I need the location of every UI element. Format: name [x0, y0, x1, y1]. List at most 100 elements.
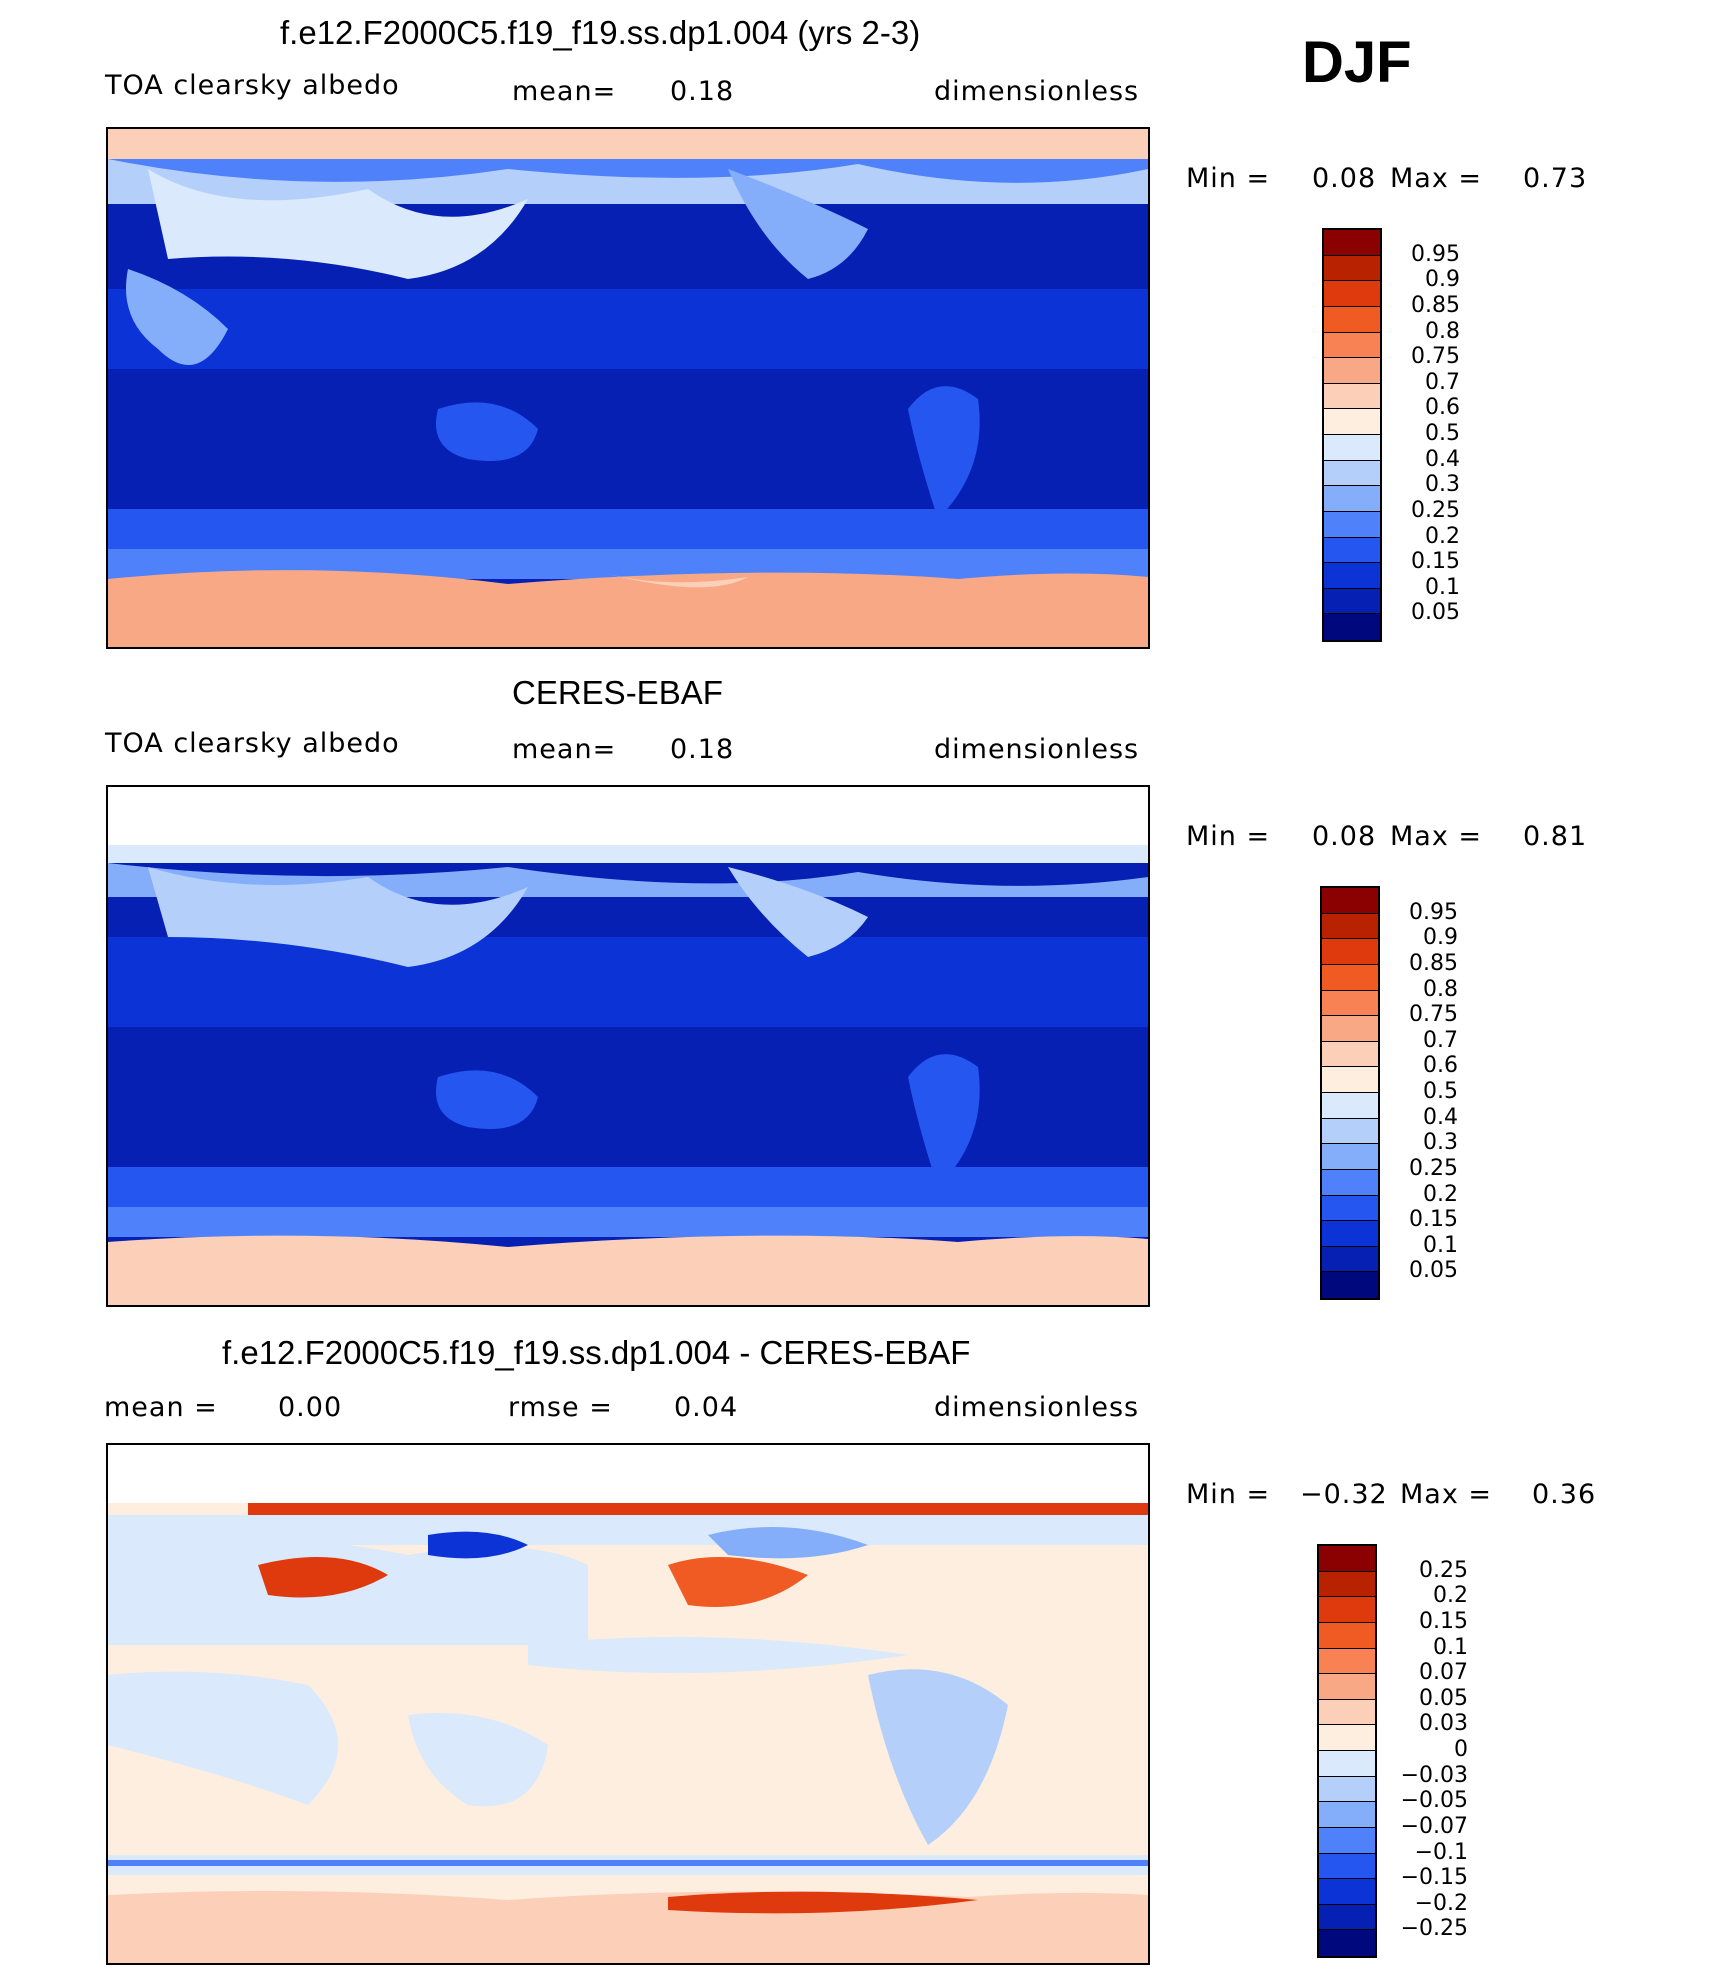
colorbar-tick-label: −0.05 [1400, 1788, 1468, 1814]
colorbar-segment [1324, 358, 1380, 384]
panel1-colorbar [1322, 228, 1382, 642]
panel2-colorbar-labels: 0.95 0.9 0.85 0.8 0.75 0.7 0.6 0.5 0.4 0.3 0.25 0.2… [1388, 886, 1458, 1300]
panel2-mean-value: 0.18 [670, 734, 735, 765]
colorbar-tick-label: 0.1 [1425, 574, 1460, 600]
panel1-variable: TOA clearsky albedo [105, 70, 400, 101]
colorbar-segment [1319, 1648, 1375, 1675]
colorbar-segment [1319, 1597, 1375, 1623]
colorbar-tick-label: 0.3 [1425, 472, 1460, 498]
panel1-field [108, 129, 1148, 647]
colorbar-segment [1322, 1067, 1378, 1093]
colorbar-segment [1322, 1118, 1378, 1145]
panel3-min-value: −0.32 [1300, 1479, 1388, 1510]
colorbar-tick-label: 0.8 [1425, 318, 1460, 344]
colorbar-segment [1319, 1674, 1375, 1700]
colorbar-segment [1324, 255, 1380, 282]
panel2-max-value: 0.81 [1523, 821, 1588, 852]
panel3-mean-value: 0.00 [278, 1392, 343, 1423]
panel3-map [106, 1443, 1150, 1965]
colorbar-segment [1322, 1016, 1378, 1042]
panel1-units: dimensionless [934, 76, 1140, 107]
colorbar-segment [1324, 435, 1380, 461]
colorbar-tick-label: 0.5 [1423, 1079, 1458, 1104]
colorbar-segment [1322, 1041, 1378, 1068]
colorbar-tick-label: 0.7 [1425, 369, 1460, 395]
panel3-max-label: Max = [1400, 1479, 1493, 1510]
season-label: DJF [1302, 30, 1412, 95]
colorbar-segment [1324, 563, 1380, 589]
colorbar-segment [1319, 1904, 1375, 1931]
colorbar-segment [1319, 1930, 1375, 1956]
panel1-max-value: 0.73 [1523, 163, 1588, 194]
colorbar-tick-label: 0.25 [1409, 1155, 1458, 1181]
colorbar-segment [1322, 913, 1378, 940]
colorbar-tick-label: 0.1 [1423, 1232, 1458, 1258]
colorbar-tick-label: 0.7 [1423, 1027, 1458, 1053]
colorbar-segment [1319, 1546, 1375, 1572]
colorbar-tick-label: 0.9 [1425, 267, 1460, 293]
panel2-colorbar [1320, 886, 1380, 1300]
colorbar-segment [1319, 1802, 1375, 1828]
colorbar-tick-label: 0.5 [1425, 421, 1460, 446]
panel1-title: f.e12.F2000C5.f19_f19.ss.dp1.004 (yrs 2-… [280, 14, 921, 51]
colorbar-segment [1322, 1246, 1378, 1273]
panel2-field [108, 787, 1148, 1305]
colorbar-tick-label: −0.25 [1400, 1916, 1468, 1942]
colorbar-segment [1324, 614, 1380, 640]
colorbar-segment [1324, 409, 1380, 435]
colorbar-tick-label: 0.25 [1411, 497, 1460, 523]
panel3-colorbar-labels: 0.25 0.2 0.15 0.1 0.07 0.05 0.03 0 −0.03 −0.05 −0.… [1388, 1544, 1468, 1958]
colorbar-segment [1324, 230, 1380, 256]
colorbar-tick-label: 0.05 [1411, 600, 1460, 626]
panel3-min-label: Min = [1186, 1479, 1271, 1510]
colorbar-tick-label: 0.25 [1419, 1557, 1468, 1583]
panel2-map [106, 785, 1150, 1307]
panel2-units: dimensionless [934, 734, 1140, 765]
panel3-units: dimensionless [934, 1392, 1140, 1423]
colorbar-tick-label: −0.03 [1400, 1762, 1468, 1788]
panel3-colorbar [1317, 1544, 1377, 1958]
colorbar-segment [1322, 888, 1378, 914]
colorbar-tick-label: 0.03 [1419, 1711, 1468, 1737]
colorbar-tick-label: 0 [1454, 1737, 1468, 1762]
colorbar-segment [1322, 939, 1378, 965]
panel3-rmse-value: 0.04 [674, 1392, 739, 1423]
colorbar-segment [1324, 306, 1380, 333]
colorbar-tick-label: 0.1 [1433, 1634, 1468, 1660]
panel1-min-value: 0.08 [1312, 163, 1377, 194]
colorbar-tick-label: −0.1 [1414, 1839, 1468, 1865]
colorbar-tick-label: 0.2 [1425, 523, 1460, 549]
colorbar-segment [1319, 1725, 1375, 1751]
colorbar-tick-label: 0.3 [1423, 1130, 1458, 1156]
colorbar-tick-label: 0.4 [1425, 446, 1460, 472]
colorbar-segment [1319, 1827, 1375, 1854]
colorbar-tick-label: 0.75 [1411, 344, 1460, 370]
colorbar-tick-label: 0.4 [1423, 1104, 1458, 1130]
panel1-colorbar-labels: 0.95 0.9 0.85 0.8 0.75 0.7 0.6 0.5 0.4 0.3 0.25 0.2… [1390, 228, 1460, 642]
panel1-mean-label: mean= [512, 76, 617, 107]
colorbar-segment [1324, 460, 1380, 487]
panel3-title: f.e12.F2000C5.f19_f19.ss.dp1.004 - CERES… [222, 1334, 971, 1371]
colorbar-tick-label: 0.2 [1433, 1583, 1468, 1609]
colorbar-segment [1322, 1144, 1378, 1170]
colorbar-tick-label: 0.07 [1419, 1660, 1468, 1686]
panel2-mean-label: mean= [512, 734, 617, 765]
colorbar-segment [1324, 383, 1380, 410]
colorbar-tick-label: −0.2 [1414, 1890, 1468, 1916]
colorbar-segment [1324, 511, 1380, 538]
colorbar-segment [1319, 1751, 1375, 1777]
colorbar-tick-label: −0.15 [1400, 1865, 1468, 1891]
colorbar-segment [1324, 332, 1380, 359]
colorbar-segment [1322, 1272, 1378, 1298]
panel1-max-label: Max = [1390, 163, 1483, 194]
colorbar-segment [1322, 1169, 1378, 1196]
colorbar-segment [1322, 990, 1378, 1017]
panel3-mean-label: mean = [104, 1392, 218, 1423]
colorbar-tick-label: 0.85 [1409, 950, 1458, 976]
colorbar-segment [1322, 1221, 1378, 1247]
colorbar-tick-label: 0.95 [1409, 899, 1458, 925]
colorbar-tick-label: 0.75 [1409, 1002, 1458, 1028]
panel3-field [108, 1445, 1148, 1963]
colorbar-segment [1319, 1879, 1375, 1905]
colorbar-tick-label: 0.85 [1411, 292, 1460, 318]
